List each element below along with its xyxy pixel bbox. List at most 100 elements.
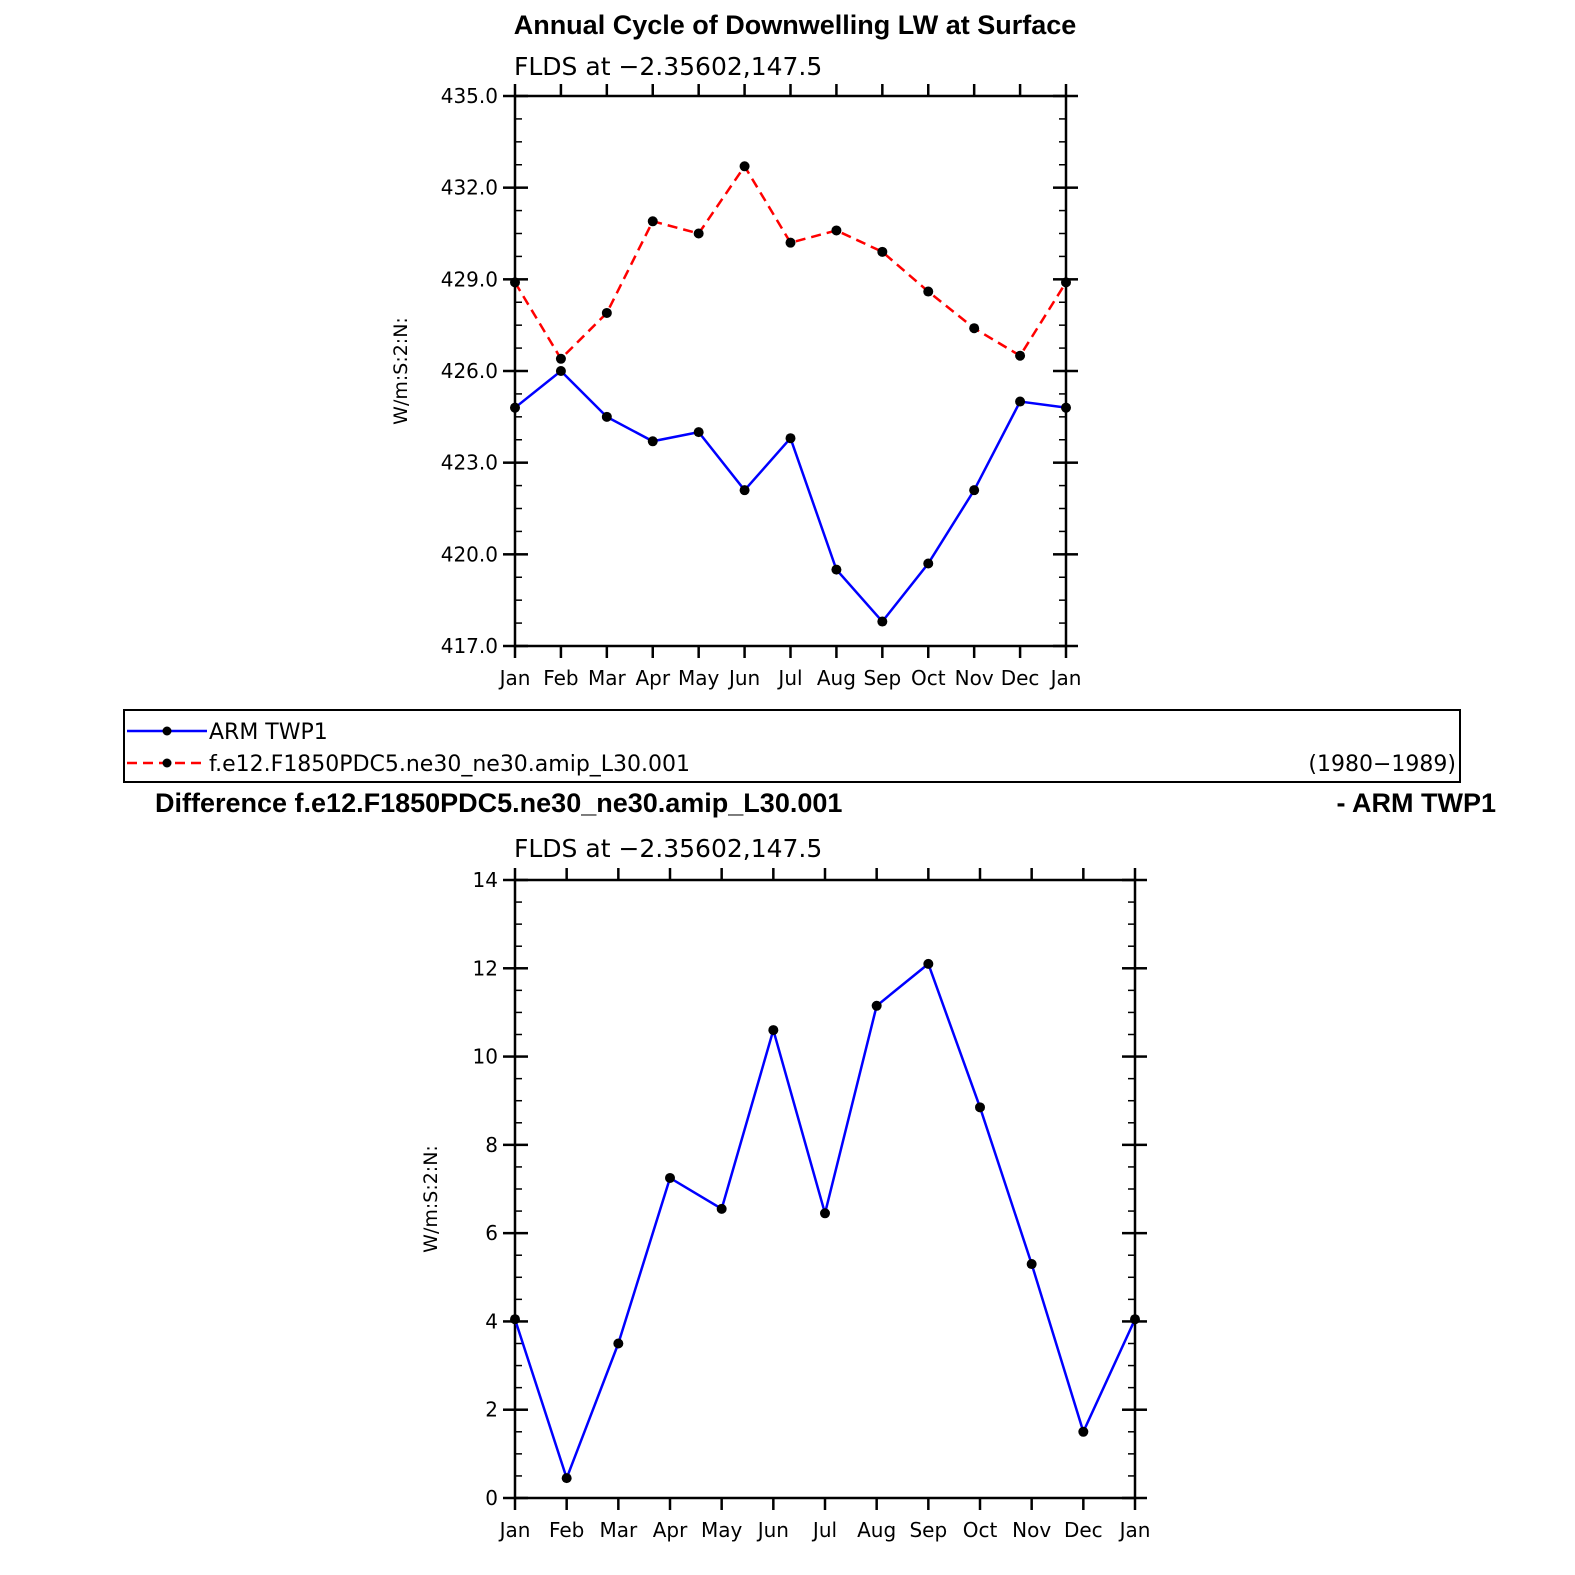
data-point [831, 225, 842, 236]
chart-title: Difference f.e12.F1850PDC5.ne30_ne30.ami… [155, 788, 842, 818]
data-point [1061, 277, 1071, 288]
data-point [1015, 396, 1026, 407]
data-point [647, 216, 658, 227]
data-point [768, 1025, 779, 1036]
x-tick-label: Sep [863, 666, 901, 690]
y-tick-label: 2 [485, 1398, 498, 1422]
x-tick-label: Aug [817, 666, 856, 690]
legend: ARM TWP1 f.e12.F1850PDC5.ne30_ne30.amip_… [123, 709, 1461, 783]
x-tick-label: Jan [498, 666, 531, 690]
y-tick-labels: 0 2 4 6 8 10 12 14 [473, 868, 498, 1510]
x-tick-label: Oct [911, 666, 946, 690]
legend-marker-model [162, 758, 172, 768]
x-tick-label: Feb [543, 666, 578, 690]
x-tick-label: Jul [811, 1518, 837, 1542]
annual-cycle-chart: Annual Cycle of Downwelling LW at Surfac… [390, 10, 1081, 690]
y-tick-label: 12 [473, 956, 498, 980]
data-point [1130, 1314, 1140, 1325]
data-point [877, 616, 888, 627]
data-point [975, 1102, 985, 1113]
y-tick-label: 14 [473, 868, 498, 892]
data-point [601, 307, 612, 318]
data-point [877, 246, 888, 257]
y-axis-label: W/m:S:2:N: [420, 1145, 442, 1253]
y-tick-label: 426.0 [441, 359, 498, 383]
legend-box [123, 709, 1461, 783]
x-tick-label: Feb [549, 1518, 584, 1542]
x-tick-label: Oct [963, 1518, 998, 1542]
x-tick-label: May [701, 1518, 743, 1542]
data-point [1061, 402, 1071, 413]
y-tick-label: 420.0 [441, 542, 498, 566]
data-point [739, 161, 750, 172]
data-point [785, 237, 796, 248]
data-point [561, 1473, 572, 1484]
data-point [613, 1338, 624, 1349]
data-point [555, 366, 566, 376]
tick-marks [503, 868, 1147, 1510]
data-point [716, 1203, 727, 1214]
data-point [923, 958, 934, 969]
x-tick-label: Sep [909, 1518, 947, 1542]
y-tick-label: 0 [485, 1486, 498, 1510]
x-tick-label: Aug [857, 1518, 896, 1542]
x-tick-label: Jan [1049, 666, 1082, 690]
data-point [785, 433, 796, 444]
x-tick-label: Mar [588, 666, 627, 690]
y-tick-label: 435.0 [441, 84, 498, 108]
legend-label-arm: ARM TWP1 [209, 720, 328, 745]
chart-subtitle: FLDS at −2.35602,147.5 [514, 834, 822, 863]
data-point [555, 353, 566, 364]
y-tick-label: 429.0 [441, 267, 498, 291]
plot-frame [513, 878, 1137, 1500]
chart-title-right: - ARM TWP1 [1337, 788, 1496, 818]
y-tick-label: 423.0 [441, 451, 498, 475]
series-line [514, 369, 1067, 624]
y-tick-label: 432.0 [441, 176, 498, 200]
data-point [923, 558, 934, 569]
tick-marks [503, 84, 1078, 658]
data-point [871, 1000, 882, 1011]
x-tick-label: Jun [727, 666, 760, 690]
x-tick-label: Apr [635, 666, 670, 690]
x-tick-label: Jul [776, 666, 802, 690]
x-tick-label: Jun [756, 1518, 789, 1542]
series-line [513, 163, 1068, 361]
y-tick-label: 6 [485, 1221, 498, 1245]
data-point [923, 286, 934, 297]
plot-frame [513, 94, 1068, 648]
x-tick-label: Apr [653, 1518, 688, 1542]
data-point [1026, 1259, 1037, 1270]
y-tick-label: 8 [485, 1133, 498, 1157]
data-point [820, 1208, 830, 1219]
data-point [510, 1314, 520, 1325]
data-point [1015, 350, 1026, 361]
legend-label-model: f.e12.F1850PDC5.ne30_ne30.amip_L30.001 [209, 752, 690, 777]
x-tick-label: Jan [498, 1518, 531, 1542]
x-tick-label: May [678, 666, 720, 690]
x-tick-labels: Jan Feb Mar Apr May Jun Jul Aug Sep Oct Nov Dec Jan [498, 1518, 1151, 1542]
y-tick-label: 417.0 [441, 634, 498, 658]
data-point [510, 402, 520, 413]
data-point [510, 277, 520, 288]
data-point [665, 1172, 675, 1183]
x-tick-label: Nov [955, 666, 994, 690]
y-axis-label: W/m:S:2:N: [390, 317, 412, 425]
data-point [647, 436, 658, 447]
difference-chart: Difference f.e12.F1850PDC5.ne30_ne30.ami… [155, 788, 1496, 1542]
x-tick-label: Mar [599, 1518, 638, 1542]
data-point [601, 411, 612, 422]
series-group [510, 958, 1140, 1484]
data-point [693, 228, 704, 239]
y-tick-label: 10 [473, 1045, 498, 1069]
chart-title: Annual Cycle of Downwelling LW at Surfac… [514, 10, 1077, 40]
x-tick-label: Jan [1118, 1518, 1151, 1542]
y-tick-labels: 417.0 420.0 423.0 426.0 429.0 432.0 435.0 [441, 84, 498, 658]
legend-period: (1980−1989) [1308, 752, 1456, 777]
x-tick-labels: Jan Feb Mar Apr May Jun Jul Aug Sep Oct Nov Dec Jan [498, 666, 1082, 690]
data-point [739, 485, 750, 496]
series-group [510, 161, 1071, 627]
legend-marker-arm [162, 726, 172, 736]
data-point [969, 323, 980, 334]
